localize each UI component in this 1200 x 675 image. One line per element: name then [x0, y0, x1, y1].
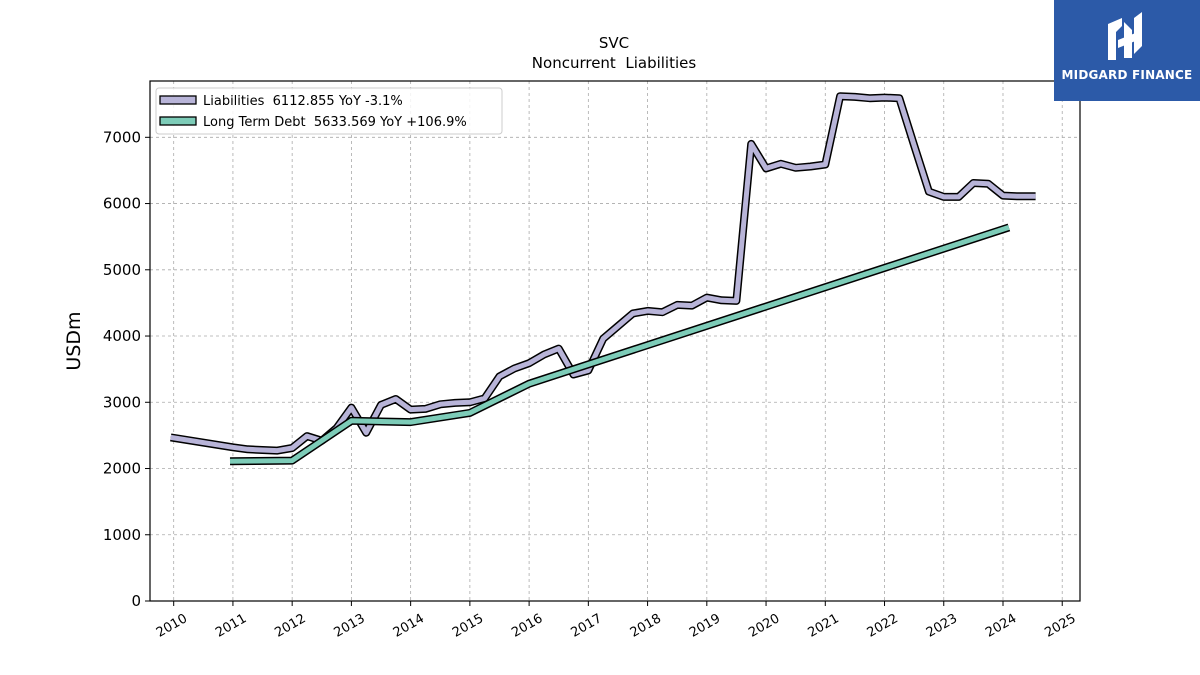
y-tick-label: 7000: [103, 128, 141, 146]
y-tick-label: 1000: [103, 526, 141, 544]
y-tick-label: 3000: [103, 393, 141, 411]
x-tick-label: 2013: [332, 611, 368, 641]
y-tick-label: 0: [131, 592, 141, 610]
y-tick-label: 5000: [103, 261, 141, 279]
brand-logo: MIDGARD FINANCE: [1054, 0, 1200, 101]
chart-title: SVC: [599, 34, 629, 52]
series-outline-liabilities: [170, 92, 1036, 455]
y-tick-label: 6000: [103, 195, 141, 213]
x-tick-label: 2025: [1042, 611, 1078, 641]
y-axis-label: USDm: [63, 311, 85, 370]
legend-label: Liabilities 6112.855 YoY -3.1%: [203, 94, 403, 109]
x-tick-label: 2017: [569, 611, 605, 641]
x-tick-label: 2024: [983, 611, 1019, 641]
plot-frame: [149, 80, 1081, 602]
series-line-long-term-debt: [229, 225, 1010, 464]
legend-swatch: [159, 116, 197, 126]
grid: [150, 81, 1080, 602]
x-tick-label: 2016: [509, 611, 545, 641]
x-tick-label: 2018: [628, 611, 664, 641]
legend-label: Long Term Debt 5633.569 YoY +106.9%: [203, 115, 467, 130]
x-tick-label: 2020: [746, 611, 782, 641]
series-layer: [170, 92, 1036, 466]
x-tick-label: 2011: [213, 611, 249, 641]
brand-name: MIDGARD FINANCE: [1061, 68, 1193, 82]
x-tick-label: 2012: [272, 611, 308, 641]
series-line-liabilities: [170, 93, 1036, 454]
logo-mark-icon: [1108, 12, 1142, 60]
x-tick-label: 2022: [865, 611, 901, 641]
x-tick-label: 2021: [805, 611, 841, 641]
legend-swatch: [159, 95, 197, 105]
legend: Liabilities 6112.855 YoY -3.1% Long Term …: [155, 87, 503, 135]
x-tick-label: 2014: [391, 611, 427, 641]
y-tick-label: 2000: [103, 460, 141, 478]
y-tick-label: 4000: [103, 327, 141, 345]
y-axis: 0 1000 2000 3000 4000 5000 6000 7000: [103, 128, 150, 610]
x-tick-label: 2010: [154, 611, 190, 641]
x-axis: 2010 2011 2012 2013 2014 2015 2016 2017 2018 2019…: [154, 601, 1079, 641]
x-tick-label: 2015: [450, 611, 486, 641]
x-tick-label: 2019: [687, 611, 723, 641]
x-tick-label: 2023: [924, 611, 960, 641]
legend-box: [155, 87, 503, 135]
chart-subtitle: Noncurrent Liabilities: [532, 54, 697, 72]
